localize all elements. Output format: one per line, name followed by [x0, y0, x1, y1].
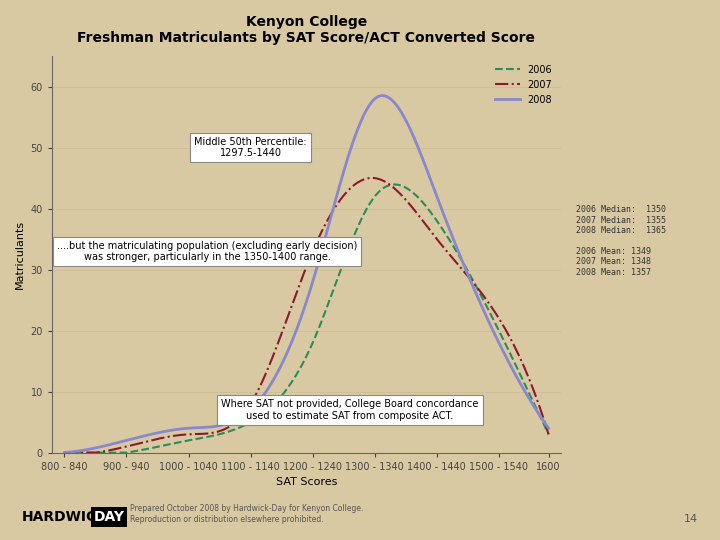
2007: [347, 185, 356, 191]
2008: [469, 286, 478, 292]
2008: [377, 92, 386, 99]
2007: [469, 280, 478, 287]
2007: [500, 325, 509, 332]
2008: [356, 119, 365, 125]
2006: [544, 431, 553, 437]
2008: [544, 425, 553, 431]
Text: Where SAT not provided, College Board concordance
used to estimate SAT from comp: Where SAT not provided, College Board co…: [221, 399, 479, 421]
2007: [544, 431, 553, 437]
Line: 2007: 2007: [64, 178, 549, 453]
2006: [60, 449, 68, 456]
2007: [356, 178, 365, 184]
2006: [500, 340, 509, 346]
2006: [347, 240, 356, 246]
2008: [500, 352, 509, 358]
2007: [348, 183, 357, 190]
2008: [348, 140, 357, 146]
Line: 2008: 2008: [64, 96, 549, 453]
2006: [469, 279, 478, 286]
2006: [62, 449, 71, 456]
Legend: 2006, 2007, 2008: 2006, 2007, 2008: [492, 61, 556, 109]
Text: ....but the matriculating population (excluding early decision)
was stronger, pa: ....but the matriculating population (ex…: [57, 240, 357, 262]
Text: DAY: DAY: [94, 510, 125, 524]
2007: [62, 449, 71, 456]
Text: 2006 Median:  1350
2007 Median:  1355
2008 Median:  1365

2006 Mean: 1349
2007 M: 2006 Median: 1350 2007 Median: 1355 2008…: [576, 205, 666, 276]
Title: Kenyon College
Freshman Matriculants by SAT Score/ACT Converted Score: Kenyon College Freshman Matriculants by …: [78, 15, 536, 45]
Text: Middle 50th Percentile:
1297.5-1440: Middle 50th Percentile: 1297.5-1440: [194, 137, 307, 158]
Line: 2006: 2006: [64, 185, 549, 453]
2008: [60, 449, 68, 456]
Y-axis label: Matriculants: Matriculants: [15, 220, 25, 289]
2007: [60, 449, 68, 456]
2006: [356, 217, 365, 224]
Text: Prepared October 2008 by Hardwick-Day for Kenyon College.
Reproduction or distri: Prepared October 2008 by Hardwick-Day fo…: [130, 504, 363, 524]
2008: [62, 449, 71, 456]
2006: [390, 181, 399, 188]
2006: [348, 236, 357, 242]
2007: [368, 174, 377, 181]
X-axis label: SAT Scores: SAT Scores: [276, 477, 337, 487]
2008: [347, 145, 356, 151]
Text: 14: 14: [684, 514, 698, 524]
Text: HARDWICK: HARDWICK: [22, 510, 107, 524]
